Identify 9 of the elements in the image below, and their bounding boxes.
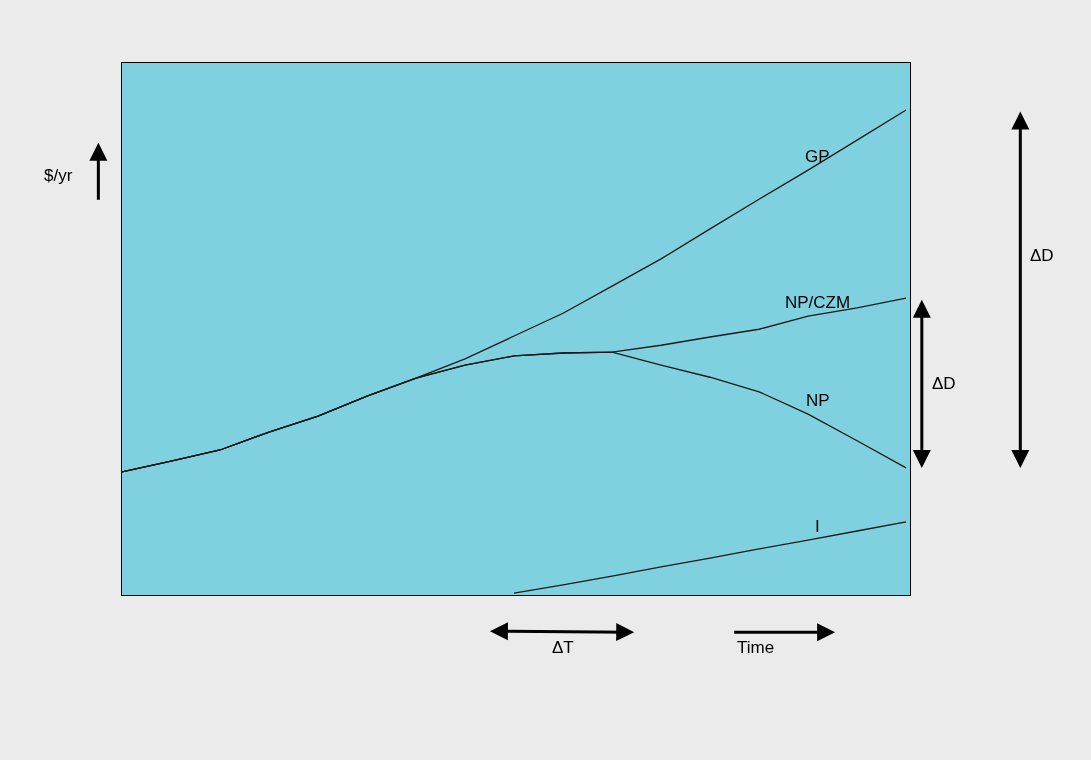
text: ΔT <box>552 638 574 657</box>
series-label: NP/CZM <box>785 293 851 312</box>
series-label: I <box>815 517 820 536</box>
series-label: NP <box>806 391 830 410</box>
text: ΔD <box>1030 246 1054 265</box>
text: ΔD <box>932 374 956 393</box>
series-label: GP <box>805 147 830 166</box>
y-axis-title: $/yr <box>44 166 73 185</box>
x-axis-title: Time <box>737 638 775 657</box>
